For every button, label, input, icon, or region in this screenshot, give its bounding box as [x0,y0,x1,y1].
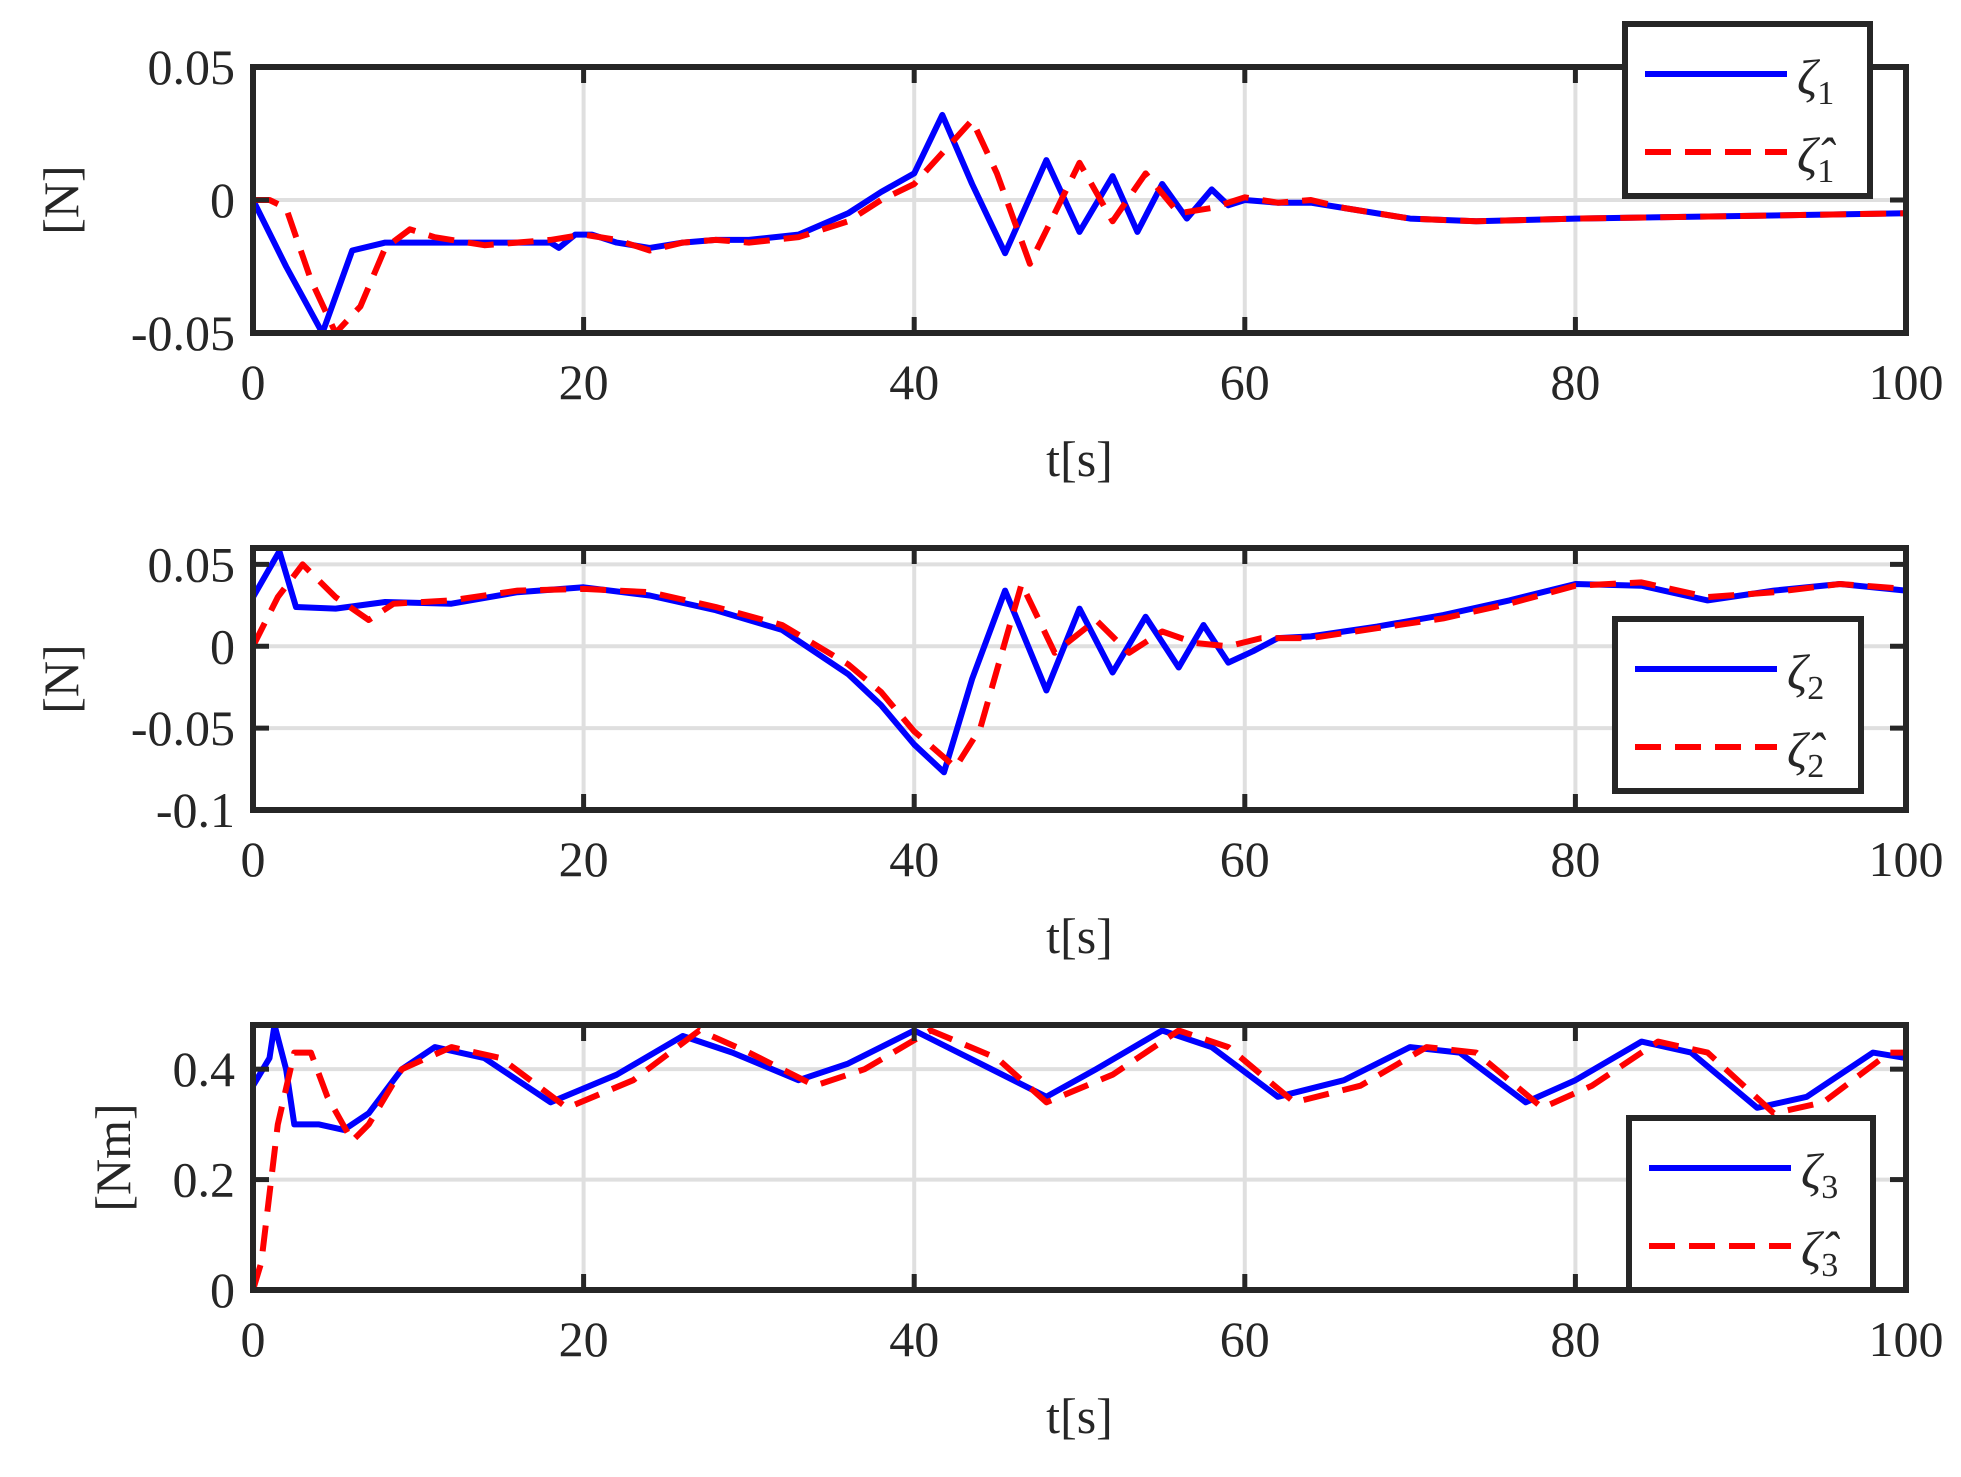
legend-subscript: 2 [1807,670,1824,707]
x-tick-label: 80 [1550,1311,1600,1367]
legend-subscript: 2 [1807,748,1824,785]
legend-box [1626,1115,1876,1293]
x-tick-label: 40 [889,354,939,410]
estimate-series-line [253,561,1906,771]
axes-frame [250,1022,1909,1293]
y-axis-label: [Nm] [85,1103,141,1211]
y-axis-label: [N] [33,644,89,713]
legend-box [1612,616,1864,794]
legend-box [1622,21,1873,199]
x-tick-label: 80 [1550,354,1600,410]
x-tick-label: 100 [1869,831,1944,887]
y-tick-label: 0 [210,618,235,674]
x-tick-label: 20 [559,354,609,410]
subplot-3: 0 20 40 60 80 100 0 0.2 0.4 t[s] [Nm] ζ3ζ̂3 [85,1022,1944,1444]
subplot-2: 0 20 40 60 80 100 -0.1 -0.05 0 0.05 t[s] [N] ζ2ζ̂2 [33,536,1944,964]
x-tick-label: 100 [1869,354,1944,410]
x-tick-label: 60 [1220,354,1270,410]
legend: ζ1ζ̂1 [1622,21,1873,199]
legend: ζ2ζ̂2 [1612,616,1864,794]
legend: ζ3ζ̂3 [1626,1115,1876,1293]
x-tick-label: 40 [889,1311,939,1367]
y-tick-label: 0 [210,1262,235,1318]
axes-frame [250,545,1909,813]
x-axis-label: t[s] [1046,431,1113,487]
y-tick-label: -0.1 [156,782,235,838]
y-tick-label: -0.05 [131,305,235,361]
x-tick-label: 80 [1550,831,1600,887]
estimate-series-line [253,1027,1906,1290]
y-tick-label: 0.05 [148,39,236,95]
y-tick-label: 0.05 [148,536,236,592]
legend-symbol: ζ [1787,644,1811,700]
y-tick-label: 0.4 [173,1041,236,1097]
x-axis-label: t[s] [1046,1388,1113,1444]
legend-entry-label: ζ1 [1797,49,1834,112]
y-tick-label: 0 [210,172,235,228]
x-tick-label: 20 [559,1311,609,1367]
x-tick-label: 60 [1220,1311,1270,1367]
y-tick-label: 0.2 [173,1152,236,1208]
y-axis-label: [N] [33,165,89,234]
legend-subscript: 1 [1817,75,1834,112]
x-tick-label: 40 [889,831,939,887]
legend-entry-label: ζ2 [1787,644,1824,707]
x-axis-label: t[s] [1046,908,1113,964]
legend-subscript: 1 [1817,153,1834,190]
legend-subscript: 3 [1821,1169,1838,1206]
x-tick-label: 0 [241,831,266,887]
legend-subscript: 3 [1821,1247,1838,1284]
y-tick-label: -0.05 [131,700,235,756]
x-tick-label: 20 [559,831,609,887]
legend-entry-label: ζ3 [1801,1143,1838,1206]
legend-symbol: ζ [1797,49,1821,105]
x-tick-label: 60 [1220,831,1270,887]
x-tick-label: 0 [241,1311,266,1367]
x-tick-label: 0 [241,354,266,410]
x-tick-label: 100 [1869,1311,1944,1367]
legend-symbol: ζ [1801,1143,1825,1199]
